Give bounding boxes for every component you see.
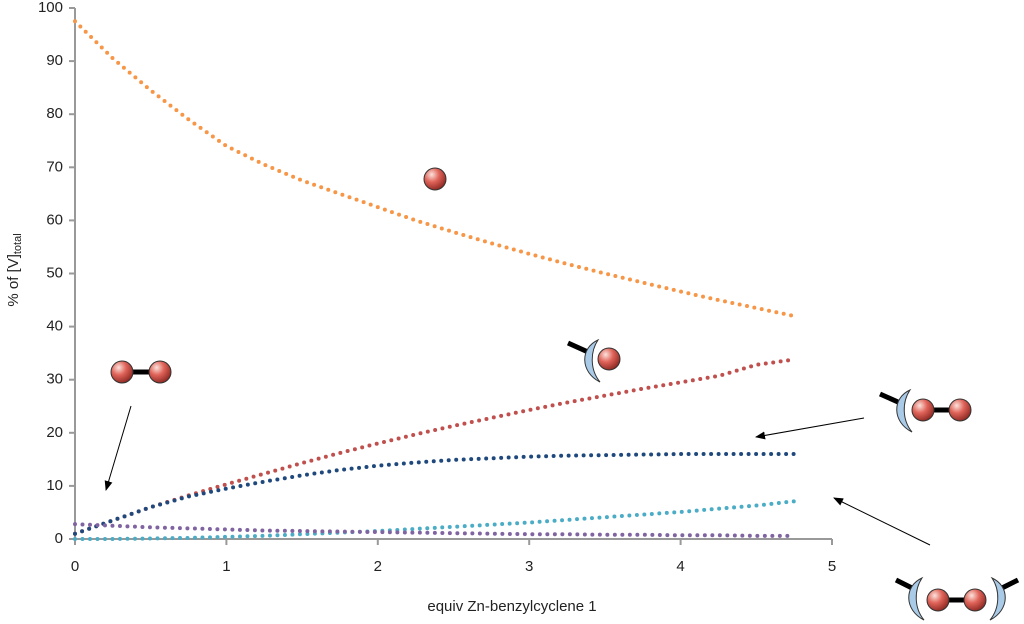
y-tick-label: 90 xyxy=(46,52,63,69)
x-tick-label: 1 xyxy=(222,558,230,575)
y-tick-label: 60 xyxy=(46,211,63,228)
y-tick-label: 20 xyxy=(46,424,63,441)
x-tick-label: 3 xyxy=(525,558,533,575)
y-axis-label: % of [V]total xyxy=(5,233,24,306)
x-tick-label: 5 xyxy=(828,558,836,575)
icons xyxy=(104,167,1020,621)
x-tick-label: 4 xyxy=(676,558,684,575)
series-line xyxy=(73,499,797,541)
y-tick-label: 40 xyxy=(46,318,63,335)
series-line xyxy=(73,19,797,318)
y-tick-label: 50 xyxy=(46,264,63,281)
y-tick-label: 100 xyxy=(38,0,63,16)
series-line xyxy=(73,452,797,536)
series-line xyxy=(73,522,797,538)
series-line xyxy=(73,357,797,536)
y-axis-label-subscript: total xyxy=(12,233,24,254)
y-tick-label: 0 xyxy=(55,530,63,547)
x-tick-label: 2 xyxy=(374,558,382,575)
x-tick-label: 0 xyxy=(71,558,79,575)
y-tick-label: 80 xyxy=(46,105,63,122)
y-tick-label: 70 xyxy=(46,158,63,175)
y-tick-label: 10 xyxy=(46,477,63,494)
y-axis-label-main: % of [V] xyxy=(5,254,22,307)
y-tick-label: 30 xyxy=(46,371,63,388)
x-axis-label: equiv Zn-benzylcyclene 1 xyxy=(427,598,596,615)
